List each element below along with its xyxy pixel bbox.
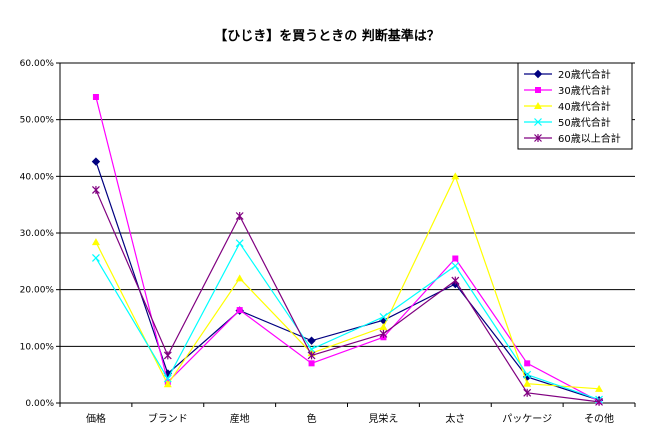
- legend-label: 40歳代合計: [558, 100, 611, 113]
- y-axis-ticks: 0.00% 10.00% 20.00% 30.00% 40.00% 50.00% 60.00…: [20, 59, 60, 409]
- x-axis-categories: 価格 ブランド 産地 色 見栄え 太さ パッケージ その他: [59, 403, 636, 425]
- data-point: [534, 102, 542, 109]
- x-category-label: ブランド: [148, 412, 188, 425]
- data-point: [92, 185, 100, 194]
- data-point: [524, 360, 531, 367]
- data-point: [451, 172, 460, 180]
- data-point: [452, 255, 459, 262]
- series-line: [95, 96, 600, 402]
- legend-label: 30歳代合計: [558, 84, 611, 97]
- y-tick-label: 0.00%: [25, 399, 54, 409]
- legend-item: 50歳代合計: [524, 116, 611, 129]
- series-line: [95, 242, 600, 401]
- data-point: [235, 212, 244, 220]
- data-point: [451, 276, 460, 285]
- data-point: [91, 157, 101, 166]
- data-point: [307, 351, 316, 360]
- data-point: [523, 388, 532, 397]
- data-point: [595, 384, 604, 392]
- data-point: [451, 261, 460, 270]
- series-line: [95, 174, 600, 390]
- x-category-label: パッケージ: [502, 413, 552, 425]
- data-point: [595, 397, 603, 406]
- legend-label: 60歳以上合計: [558, 132, 621, 145]
- data-point: [163, 374, 172, 383]
- x-category-label: 価格: [86, 412, 106, 425]
- y-tick-label: 30.00%: [20, 229, 55, 239]
- data-point: [379, 312, 388, 321]
- y-tick-label: 40.00%: [20, 172, 55, 182]
- series: [91, 157, 604, 405]
- x-category-label: 産地: [230, 412, 250, 425]
- data-point: [91, 238, 100, 246]
- data-point: [235, 274, 244, 282]
- x-category-label: 色: [307, 412, 317, 425]
- data-point: [163, 351, 172, 360]
- legend-item: 20歳代合計: [524, 68, 611, 81]
- legend-item: 60歳以上合計: [524, 132, 621, 145]
- series: [91, 172, 604, 392]
- data-point: [533, 69, 543, 79]
- x-category-label: その他: [584, 412, 614, 425]
- y-tick-label: 50.00%: [20, 116, 55, 126]
- data-point: [379, 329, 388, 338]
- data-point: [523, 370, 532, 379]
- y-tick-label: 60.00%: [20, 59, 55, 69]
- data-point: [523, 379, 532, 387]
- data-point: [92, 94, 99, 100]
- x-category-label: 太さ: [445, 412, 465, 425]
- data-point: [308, 360, 315, 367]
- data-point: [307, 336, 316, 345]
- data-point: [163, 380, 172, 388]
- data-point: [534, 118, 542, 126]
- y-tick-label: 10.00%: [20, 342, 55, 352]
- legend-label: 50歳代合計: [558, 116, 611, 129]
- chart-title: 【ひじき】を買うときの 判断基準は？: [214, 28, 440, 44]
- legend-item: 30歳代合計: [524, 84, 611, 97]
- data-point: [535, 87, 541, 93]
- data-point: [534, 134, 542, 142]
- series-lines: [91, 94, 604, 406]
- y-tick-label: 20.00%: [20, 286, 55, 296]
- series-line: [95, 161, 600, 401]
- data-point: [235, 239, 244, 248]
- data-point: [92, 254, 100, 262]
- data-point: [379, 323, 388, 331]
- data-point: [236, 307, 243, 314]
- x-category-label: 見栄え: [368, 413, 398, 425]
- series-line: [95, 189, 600, 403]
- legend-label: 20歳代合計: [558, 68, 611, 81]
- legend: 20歳代合計 30歳代合計 40歳代合計 50歳代合計 60歳以上合計: [517, 62, 633, 150]
- series: [92, 185, 603, 406]
- legend-item: 40歳代合計: [524, 100, 611, 113]
